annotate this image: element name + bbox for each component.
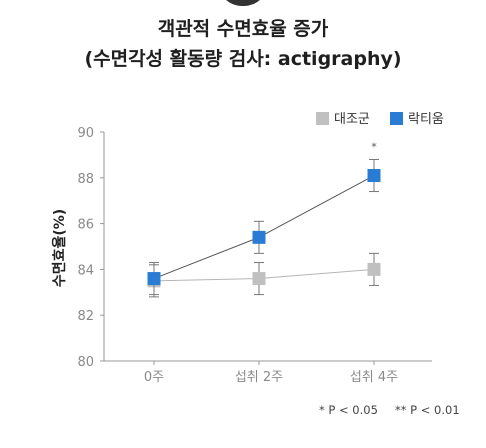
y-tick-label: 80 xyxy=(77,355,94,370)
x-tick-label: 섭취 2주 xyxy=(235,370,283,385)
x-tick-label: 섭취 4주 xyxy=(350,370,398,385)
y-tick-label: 88 xyxy=(77,172,94,187)
legend-swatch-control xyxy=(316,112,329,125)
significance-marker: * xyxy=(371,140,377,153)
decorative-arc xyxy=(218,0,268,6)
chart-title: 객관적 수면효율 증가 xyxy=(157,18,329,40)
legend-label-lactium: 락티움 xyxy=(408,112,444,127)
legend-swatch-lactium xyxy=(390,112,403,125)
legend: 대조군 락티움 xyxy=(316,112,444,127)
y-ticks: 80 82 84 86 88 90 xyxy=(77,126,104,370)
y-tick-label: 82 xyxy=(77,309,94,324)
x-tick-label: 0주 xyxy=(144,370,164,385)
legend-label-control: 대조군 xyxy=(334,112,370,127)
data-point xyxy=(367,262,381,276)
footnote-p01: ** P < 0.01 xyxy=(395,403,460,417)
x-ticks: 0주 섭취 2주 섭취 4주 xyxy=(144,361,398,385)
data-point xyxy=(252,230,266,244)
y-tick-label: 90 xyxy=(77,126,94,141)
footnote-p05: * P < 0.05 xyxy=(319,403,378,417)
series-1 xyxy=(147,158,381,296)
y-axis-label: 수면효율(%) xyxy=(51,209,68,287)
data-point xyxy=(147,272,161,286)
series-layer: * xyxy=(147,140,381,298)
series-line xyxy=(153,175,375,280)
y-tick-label: 84 xyxy=(77,263,94,278)
chart-subtitle: (수면각성 활동량 검사: actigraphy) xyxy=(84,48,402,70)
series-0 xyxy=(147,252,381,298)
data-point xyxy=(367,169,381,183)
y-tick-label: 86 xyxy=(77,218,94,233)
data-point xyxy=(252,272,266,286)
